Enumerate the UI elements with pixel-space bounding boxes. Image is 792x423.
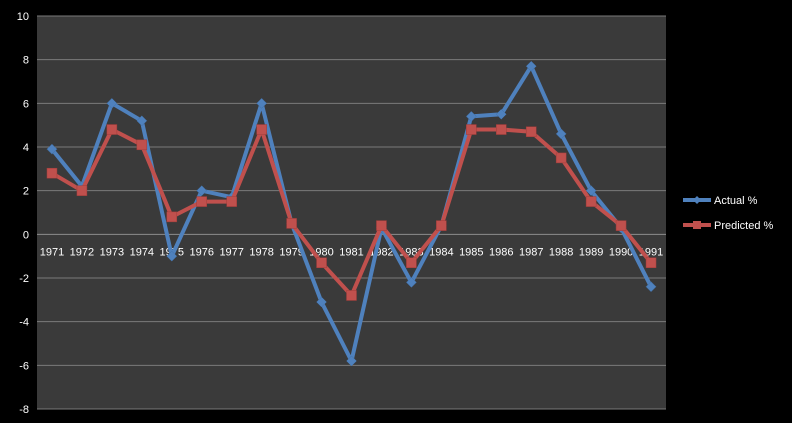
data-point [46,143,58,155]
x-tick-label: 1974 [130,246,154,258]
data-point [166,211,178,223]
legend-item-1: Predicted % [683,220,774,232]
data-point [226,196,237,207]
y-tick-label: 8 [23,55,29,67]
x-tick-label: 1989 [579,246,603,258]
legend-label: Actual % [714,195,758,207]
data-point [645,257,657,268]
data-point [256,97,267,109]
x-tick-label: 1981 [339,246,363,258]
data-point [196,196,207,207]
y-tick-label: 4 [23,142,29,154]
data-point [465,111,477,122]
x-tick-label: 1985 [459,246,483,258]
data-point [555,128,567,140]
data-point [46,167,58,179]
y-tick-label: 10 [17,11,29,23]
y-tick-label: -8 [19,404,29,416]
y-tick-label: 6 [23,98,29,110]
data-point [106,124,118,135]
y-tick-label: -6 [19,360,29,372]
x-tick-label: 1976 [189,246,213,258]
data-point [615,220,627,231]
data-point [196,185,208,197]
y-tick-label: -2 [19,273,29,285]
plot-area [37,16,666,409]
data-point [406,257,417,268]
x-tick-label: 1984 [429,246,453,258]
y-tick-label: 0 [23,229,29,241]
x-tick-label: 1986 [489,246,513,258]
data-point [106,97,118,109]
series-1 [46,124,657,301]
data-point [585,185,597,197]
x-tick-label: 1991 [639,246,663,258]
legend: Actual % Predicted % [683,195,774,232]
x-tick-label: 1980 [309,246,333,258]
data-point [346,290,357,301]
data-point [496,124,507,135]
series-layer [46,60,657,367]
data-point [436,220,447,231]
data-point [76,185,88,196]
x-tick-label: 1978 [249,246,273,258]
data-point [406,277,417,288]
data-point [166,250,178,262]
data-point [346,355,357,367]
data-point [376,220,387,231]
data-point [585,196,597,207]
x-tick-label: 1973 [100,246,124,258]
legend-marker [693,221,701,229]
y-tick-label: 2 [23,186,29,198]
x-tick-label: 1971 [40,246,64,258]
data-point [136,139,148,151]
legend-item-0: Actual % [683,195,758,207]
data-point [495,108,507,120]
data-point [286,218,297,229]
data-point [525,60,537,72]
x-tick-label: 1983 [399,246,423,258]
x-tick-label: 1972 [70,246,94,258]
x-tick-label: 1987 [519,246,543,258]
data-point [525,126,537,137]
x-tick-label: 1988 [549,246,573,258]
legend-label: Predicted % [714,220,774,232]
data-point [256,124,267,135]
data-point [555,152,567,164]
x-tick-label: 1990 [609,246,633,258]
data-point [645,281,657,293]
data-point [316,296,327,308]
data-point [316,257,327,268]
y-axis-ticks: -8 -6 -4 -2 0 2 4 6 8 10 [17,11,29,416]
x-tick-label: 1982 [369,246,393,258]
data-point [466,124,477,135]
legend-marker [693,196,701,204]
x-tick-label: 1977 [219,246,243,258]
y-tick-label: -4 [19,317,29,329]
x-tick-label: 1979 [279,246,303,258]
data-point [136,115,148,127]
x-axis-ticks: 1971197219731974197519761977197819791980… [40,246,664,258]
